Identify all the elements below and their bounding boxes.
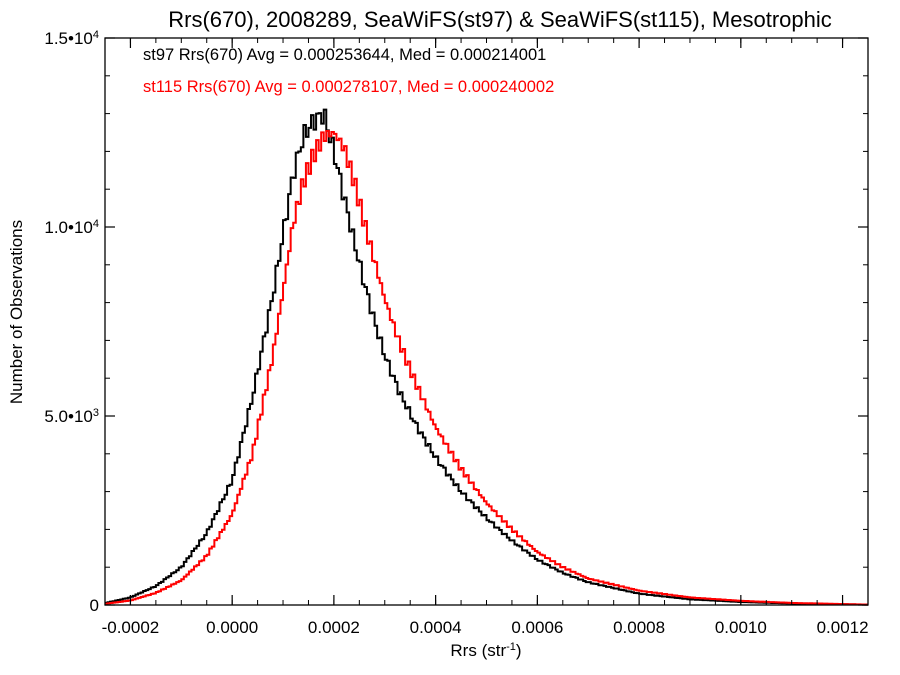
x-tick-label: 0.0006 — [511, 618, 563, 637]
x-axis: -0.0002 0.0000 0.0002 0.0004 0.0006 0.0008 0.0… — [102, 38, 869, 637]
x-tick-label: 0.0004 — [410, 618, 462, 637]
x-axis-label: Rrs (str-1) — [450, 641, 521, 660]
legend-entry-st115: st115 Rrs(670) Avg = 0.000278107, Med = … — [143, 78, 554, 96]
y-tick-label: 1.5•104 — [44, 29, 99, 48]
x-tick-label: -0.0002 — [102, 618, 160, 637]
y-tick-label-main: 1.0•10 — [44, 218, 93, 237]
y-tick-label: 5.0•103 — [44, 407, 99, 426]
legend: st97 Rrs(670) Avg = 0.000253644, Med = 0… — [143, 46, 554, 96]
y-tick-label-main: 0 — [90, 596, 99, 615]
series-layer — [105, 108, 868, 606]
x-tick-label: 0.0000 — [206, 618, 258, 637]
series-line-0 — [105, 108, 868, 606]
x-axis-label-sup: -1 — [506, 641, 516, 653]
y-tick-label: 1.0•104 — [44, 218, 99, 237]
x-axis-label-main: Rrs (str — [450, 641, 506, 660]
series-line-1 — [105, 130, 868, 606]
y-tick-label-main: 1.5•10 — [44, 29, 93, 48]
legend-entry-st97: st97 Rrs(670) Avg = 0.000253644, Med = 0… — [143, 46, 546, 64]
chart-title: Rrs(670), 2008289, SeaWiFS(st97) & SeaWi… — [168, 7, 832, 32]
x-axis-label-close: ) — [516, 641, 522, 660]
y-tick-label: 0 — [90, 596, 99, 615]
x-tick-label: 0.0008 — [613, 618, 665, 637]
x-tick-label: 0.0012 — [817, 618, 869, 637]
y-axis-label: Number of Observations — [7, 220, 26, 404]
y-tick-label-exponent: 4 — [93, 218, 99, 230]
x-tick-label: 0.0010 — [715, 618, 767, 637]
y-tick-label-main: 5.0•10 — [44, 407, 93, 426]
y-tick-label-exponent: 4 — [93, 29, 99, 41]
y-tick-label-exponent: 3 — [93, 407, 99, 419]
x-tick-label: 0.0002 — [308, 618, 360, 637]
